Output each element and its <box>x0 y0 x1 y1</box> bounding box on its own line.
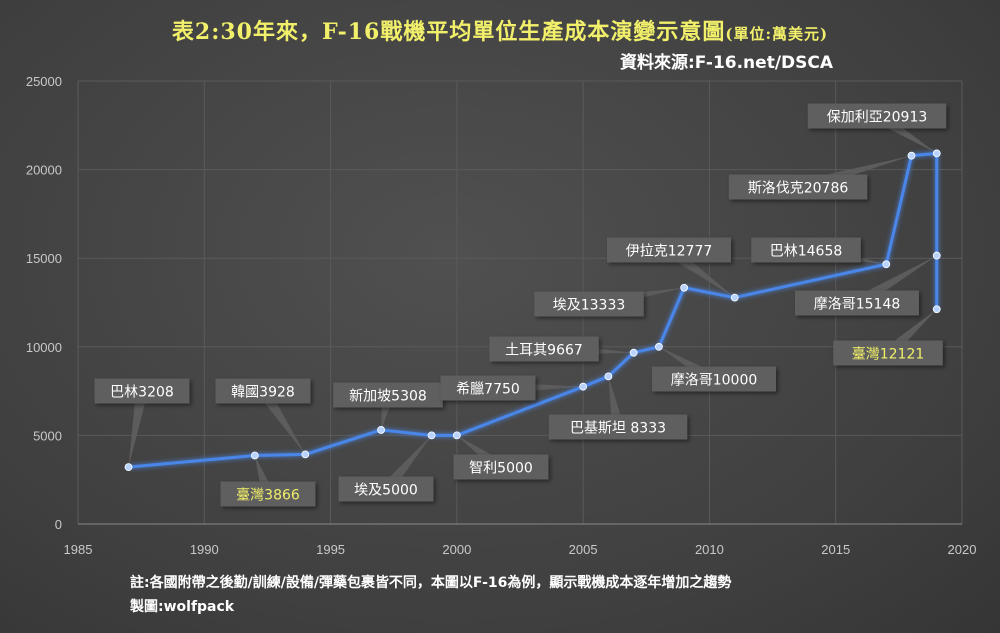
data-label-text: 土耳其9667 <box>505 343 583 359</box>
x-tick-label: 1995 <box>316 542 345 557</box>
data-point <box>882 260 891 269</box>
x-tick-label: 1990 <box>190 542 219 557</box>
title-unit: (單位:萬美元) <box>725 25 829 43</box>
data-label-box <box>534 291 644 317</box>
data-label-text: 臺灣12121 <box>852 347 925 363</box>
data-point <box>932 149 941 158</box>
data-label-box <box>333 382 443 408</box>
author-credit: 製圖:wolfpack <box>130 599 235 615</box>
x-tick-label: 2015 <box>821 542 850 557</box>
data-point <box>124 463 133 472</box>
data-source: 資料來源:F-16.net/DSCA <box>620 53 834 73</box>
data-label: 韓國3928 <box>215 378 311 404</box>
y-tick-label: 20000 <box>26 163 62 178</box>
x-tick-label: 2005 <box>569 542 598 557</box>
x-tick-label: 2020 <box>948 542 977 557</box>
data-point <box>427 431 436 440</box>
y-tick-label: 25000 <box>26 74 62 89</box>
data-label-text: 斯洛伐克20786 <box>748 181 849 197</box>
data-point <box>932 305 941 314</box>
data-label: 臺灣12121 <box>833 340 943 366</box>
data-label-box <box>489 336 599 362</box>
data-point <box>932 251 941 260</box>
data-label: 臺灣3866 <box>220 481 316 507</box>
data-label-text: 臺灣3866 <box>236 488 300 504</box>
x-tick-label: 2010 <box>695 542 724 557</box>
data-label-text: 保加利亞20913 <box>827 110 928 126</box>
data-label-text: 巴基斯坦 8333 <box>570 420 666 437</box>
data-label: 智利5000 <box>453 454 549 480</box>
data-label: 斯洛伐克20786 <box>728 174 868 200</box>
data-label-text: 新加坡5308 <box>349 389 427 405</box>
data-label-box <box>807 103 947 129</box>
data-point <box>730 293 739 302</box>
label-pointer <box>128 389 148 468</box>
data-label-text: 希臘7750 <box>456 382 520 398</box>
title-main: 表2:30年來，F-16戰機平均單位生產成本演變示意圖 <box>171 19 726 45</box>
data-point <box>629 348 638 357</box>
data-label-text: 摩洛哥10000 <box>671 372 758 389</box>
y-tick-label: 15000 <box>26 251 62 266</box>
data-label: 埃及5000 <box>338 476 434 502</box>
data-label-box <box>728 174 868 200</box>
data-point <box>907 151 916 160</box>
data-label-box <box>795 290 919 316</box>
data-point <box>579 382 588 391</box>
data-label: 埃及13333 <box>534 291 644 317</box>
data-label: 希臘7750 <box>440 375 536 401</box>
data-point <box>452 431 461 440</box>
data-label-text: 韓國3928 <box>231 385 295 401</box>
data-label: 新加坡5308 <box>333 382 443 408</box>
data-label-text: 巴林14658 <box>770 244 843 260</box>
data-label: 伊拉克12777 <box>607 237 731 263</box>
data-point <box>680 283 689 292</box>
data-label-box <box>751 237 861 263</box>
data-point <box>250 451 259 460</box>
data-label-box <box>833 340 943 366</box>
data-label-box <box>94 378 190 404</box>
data-label-box <box>440 375 536 401</box>
data-label-box <box>220 481 316 507</box>
data-label: 土耳其9667 <box>489 336 599 362</box>
data-label: 摩洛哥15148 <box>795 290 919 316</box>
data-label-box <box>338 476 434 502</box>
footnote: 註:各國附帶之後勤/訓練/設備/彈藥包裹皆不同，本圖以F-16為例，顯示戰機成本… <box>130 575 732 591</box>
data-label-text: 伊拉克12777 <box>626 244 713 260</box>
y-tick-label: 10000 <box>26 340 62 355</box>
data-label-box <box>215 378 311 404</box>
data-label: 巴基斯坦 8333 <box>548 414 688 440</box>
data-label-text: 智利5000 <box>469 461 533 477</box>
data-label-text: 巴林3208 <box>110 385 174 401</box>
data-label-box <box>453 454 549 480</box>
data-point <box>377 426 385 434</box>
y-tick-label: 0 <box>55 517 62 532</box>
data-label-box <box>652 366 776 392</box>
label-pointer <box>258 387 306 455</box>
data-label: 保加利亞20913 <box>807 103 947 129</box>
data-label-box <box>548 414 688 440</box>
data-label: 巴林14658 <box>751 237 861 263</box>
data-point <box>655 342 663 351</box>
data-label-text: 埃及5000 <box>354 483 418 499</box>
x-tick-label: 2000 <box>442 542 471 557</box>
data-label: 摩洛哥10000 <box>652 366 776 392</box>
data-point <box>604 372 613 381</box>
data-point <box>301 450 310 459</box>
data-label-box <box>607 237 731 263</box>
x-tick-label: 1985 <box>64 542 93 557</box>
data-label: 巴林3208 <box>94 378 190 404</box>
data-label-text: 埃及13333 <box>553 298 626 314</box>
data-label-text: 摩洛哥15148 <box>814 296 901 313</box>
chart-title: 表2:30年來，F-16戰機平均單位生產成本演變示意圖(單位:萬美元) <box>0 14 1000 46</box>
y-tick-label: 5000 <box>33 428 62 443</box>
